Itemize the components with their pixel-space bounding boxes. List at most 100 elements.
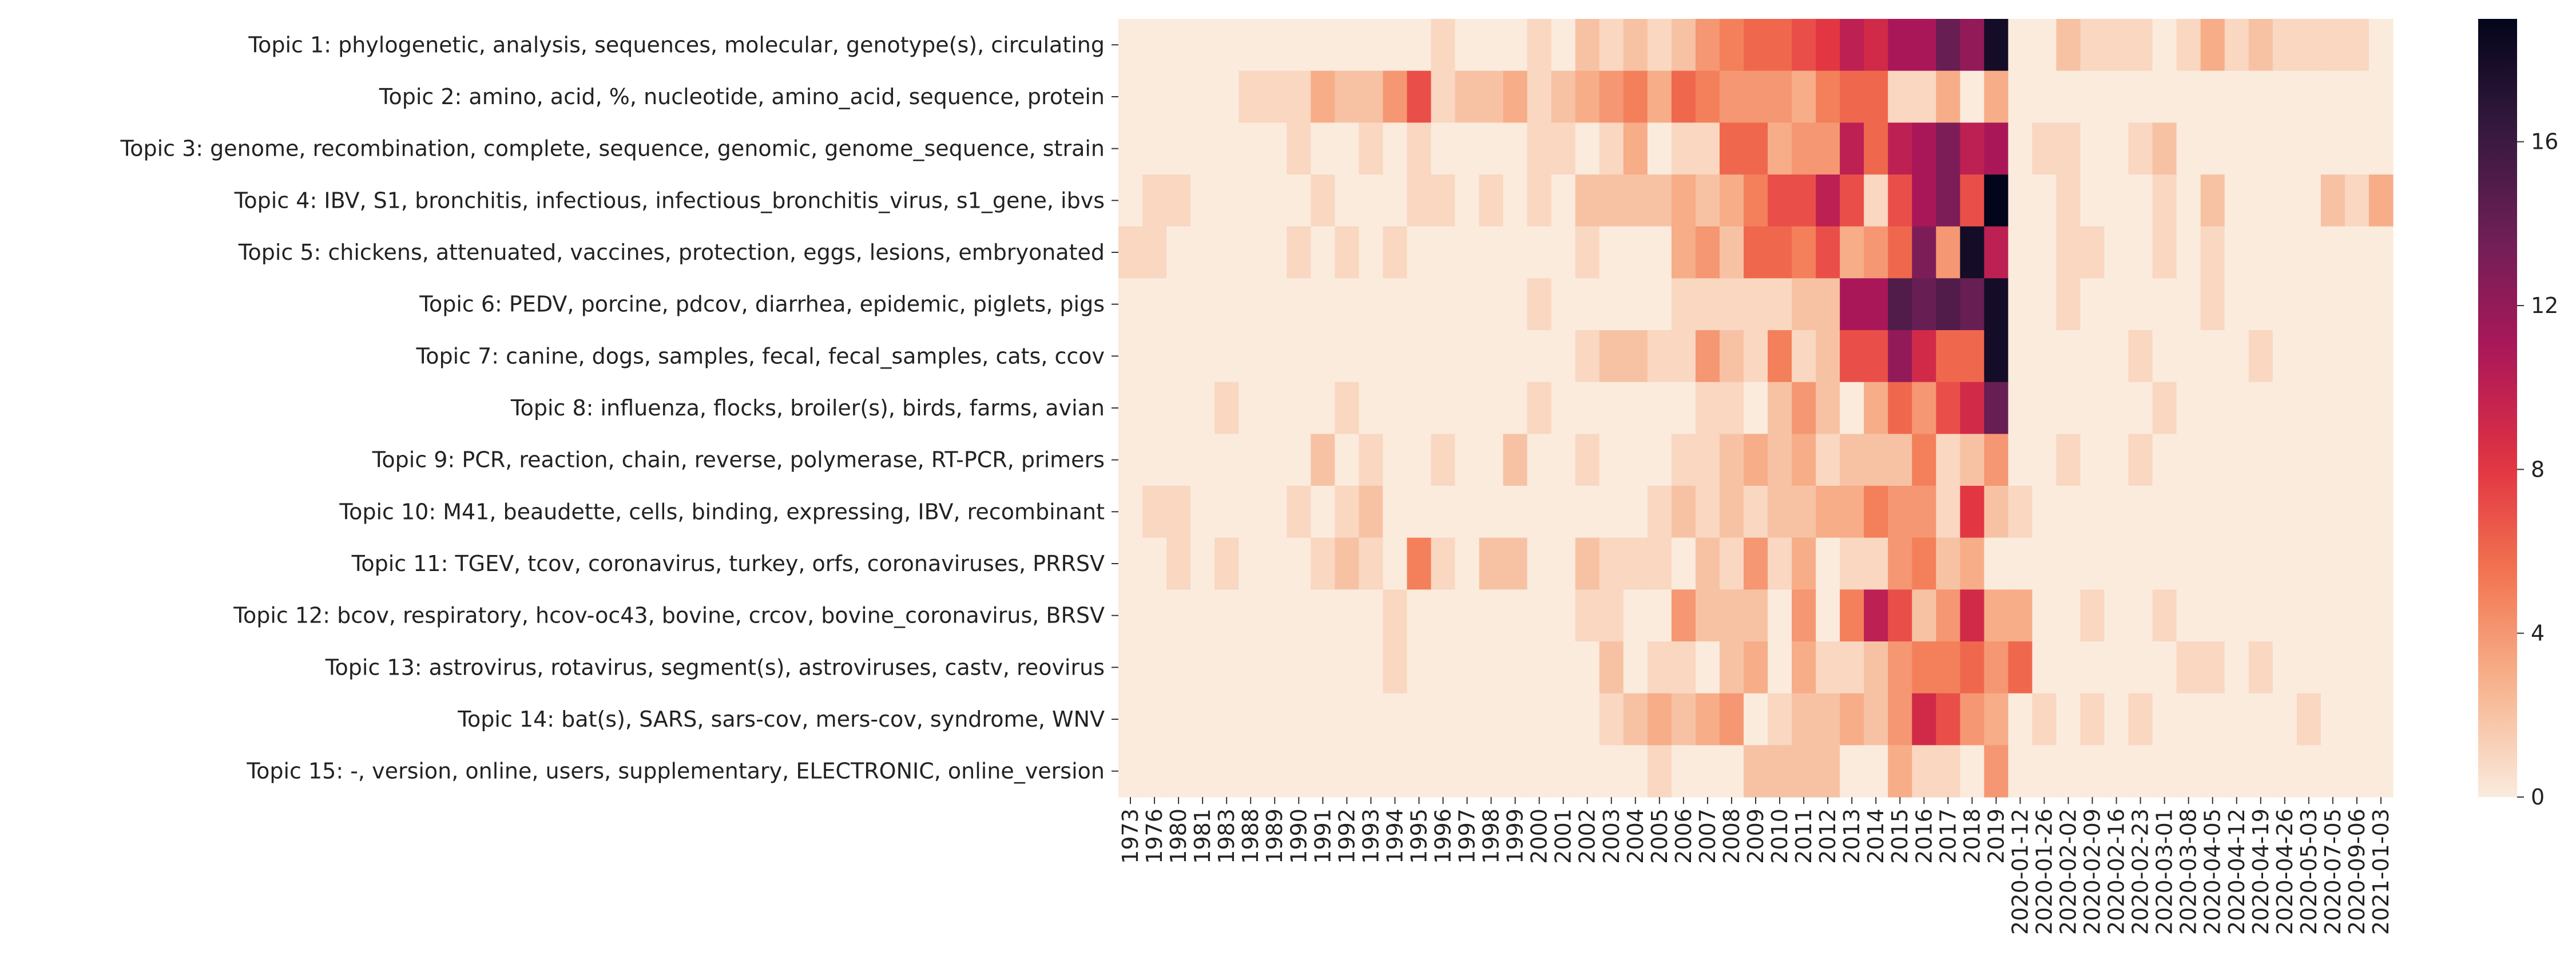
heatmap-cell [1214, 434, 1239, 486]
heatmap-cell [1527, 382, 1552, 434]
heatmap-cell [1455, 226, 1480, 279]
heatmap-cell [1695, 19, 1720, 72]
heatmap-cell [2056, 434, 2081, 486]
heatmap-cell [2176, 175, 2201, 227]
heatmap-cell [1263, 226, 1287, 279]
heatmap-cell [2272, 330, 2297, 383]
heatmap-cell [2296, 70, 2321, 123]
heatmap-cell [2344, 382, 2369, 434]
heatmap-cell [2368, 226, 2394, 279]
heatmap-cell [1166, 330, 1191, 383]
heatmap-cell [2056, 693, 2081, 746]
heatmap-cell [2248, 745, 2273, 798]
heatmap-cell [1792, 70, 1816, 123]
heatmap-cell [2368, 745, 2394, 798]
heatmap-cell [1359, 278, 1384, 331]
heatmap-cell [1912, 382, 1936, 434]
column-label: 1997 [1455, 808, 1480, 864]
heatmap-cell [2320, 122, 2345, 175]
heatmap-cell [2320, 641, 2345, 694]
heatmap-cell [1190, 745, 1215, 798]
heatmap-cell [2080, 693, 2105, 746]
heatmap-cell [1960, 693, 1984, 746]
heatmap-cell [1190, 693, 1215, 746]
heatmap-cell [2320, 589, 2345, 642]
heatmap-cell [1311, 226, 1335, 279]
heatmap-cell [2080, 19, 2105, 72]
heatmap-cell [1214, 226, 1239, 279]
heatmap-cell [1743, 226, 1768, 279]
heatmap-cell [2032, 175, 2057, 227]
heatmap-cell [1816, 330, 1840, 383]
heatmap-cell [1936, 278, 1960, 331]
heatmap-cell [1864, 382, 1888, 434]
heatmap-cell [1287, 70, 1311, 123]
heatmap-cell [1407, 537, 1432, 590]
heatmap-cell [2152, 537, 2177, 590]
heatmap-cell [1792, 19, 1816, 72]
heatmap-cell [1455, 745, 1480, 798]
heatmap-cell [2128, 382, 2153, 434]
heatmap-cell [1695, 175, 1720, 227]
heatmap-cell [1431, 175, 1456, 227]
heatmap-cell [1118, 486, 1143, 538]
heatmap-cell [2032, 278, 2057, 331]
heatmap-cell [1768, 486, 1792, 538]
heatmap-cell [1599, 226, 1624, 279]
heatmap-cell [1719, 70, 1744, 123]
heatmap-cell [1118, 330, 1143, 383]
heatmap-cell [1166, 278, 1191, 331]
heatmap-cell [1551, 537, 1576, 590]
heatmap-cell [1816, 226, 1840, 279]
heatmap-cell [2320, 330, 2345, 383]
heatmap-cell [1768, 175, 1792, 227]
heatmap-cell [1719, 641, 1744, 694]
heatmap-cell [1671, 589, 1696, 642]
heatmap-cell [1719, 226, 1744, 279]
heatmap-cell [1527, 693, 1552, 746]
heatmap-cell [1719, 589, 1744, 642]
heatmap-cell [2368, 70, 2394, 123]
column-label: 2008 [1719, 808, 1744, 864]
heatmap-cell [1383, 537, 1408, 590]
heatmap-cell [1431, 693, 1456, 746]
heatmap-cell [2224, 434, 2249, 486]
heatmap-cell [1984, 226, 2009, 279]
column-label: 2019 [1983, 808, 2009, 864]
heatmap-cell [1503, 434, 1528, 486]
heatmap-cell [1816, 278, 1840, 331]
heatmap-cell [2032, 434, 2057, 486]
heatmap-cell [1671, 19, 1696, 72]
heatmap-cell [1599, 278, 1624, 331]
heatmap-cell [1190, 19, 1215, 72]
heatmap-cell [1936, 641, 1960, 694]
column-label: 2012 [1815, 808, 1840, 864]
heatmap-cell [1551, 70, 1576, 123]
column-label: 2020-01-26 [2031, 808, 2057, 935]
heatmap-cell [1551, 641, 1576, 694]
heatmap-cell [1359, 589, 1384, 642]
heatmap-cell [1383, 278, 1408, 331]
heatmap-cell [1383, 486, 1408, 538]
heatmap-cell [2344, 122, 2369, 175]
heatmap-cell [2344, 486, 2369, 538]
heatmap-cell [1888, 486, 1912, 538]
heatmap-cell [1239, 537, 1263, 590]
heatmap-cell [1792, 382, 1816, 434]
heatmap-cell [2224, 382, 2249, 434]
heatmap-cell [1960, 486, 1984, 538]
heatmap-cell [1383, 641, 1408, 694]
heatmap-cell [1383, 434, 1408, 486]
heatmap-cell [2368, 175, 2394, 227]
row-label: Topic 9: PCR, reaction, chain, reverse, … [372, 447, 1105, 473]
heatmap-cell [1335, 19, 1359, 72]
column-label: 1996 [1431, 808, 1456, 864]
heatmap-cell [1383, 70, 1408, 123]
heatmap-cell [1623, 382, 1648, 434]
heatmap-cell [1118, 745, 1143, 798]
heatmap-cell [2296, 434, 2321, 486]
heatmap-cell [2128, 745, 2153, 798]
heatmap-cell [1503, 278, 1528, 331]
heatmap-cell [1623, 745, 1648, 798]
